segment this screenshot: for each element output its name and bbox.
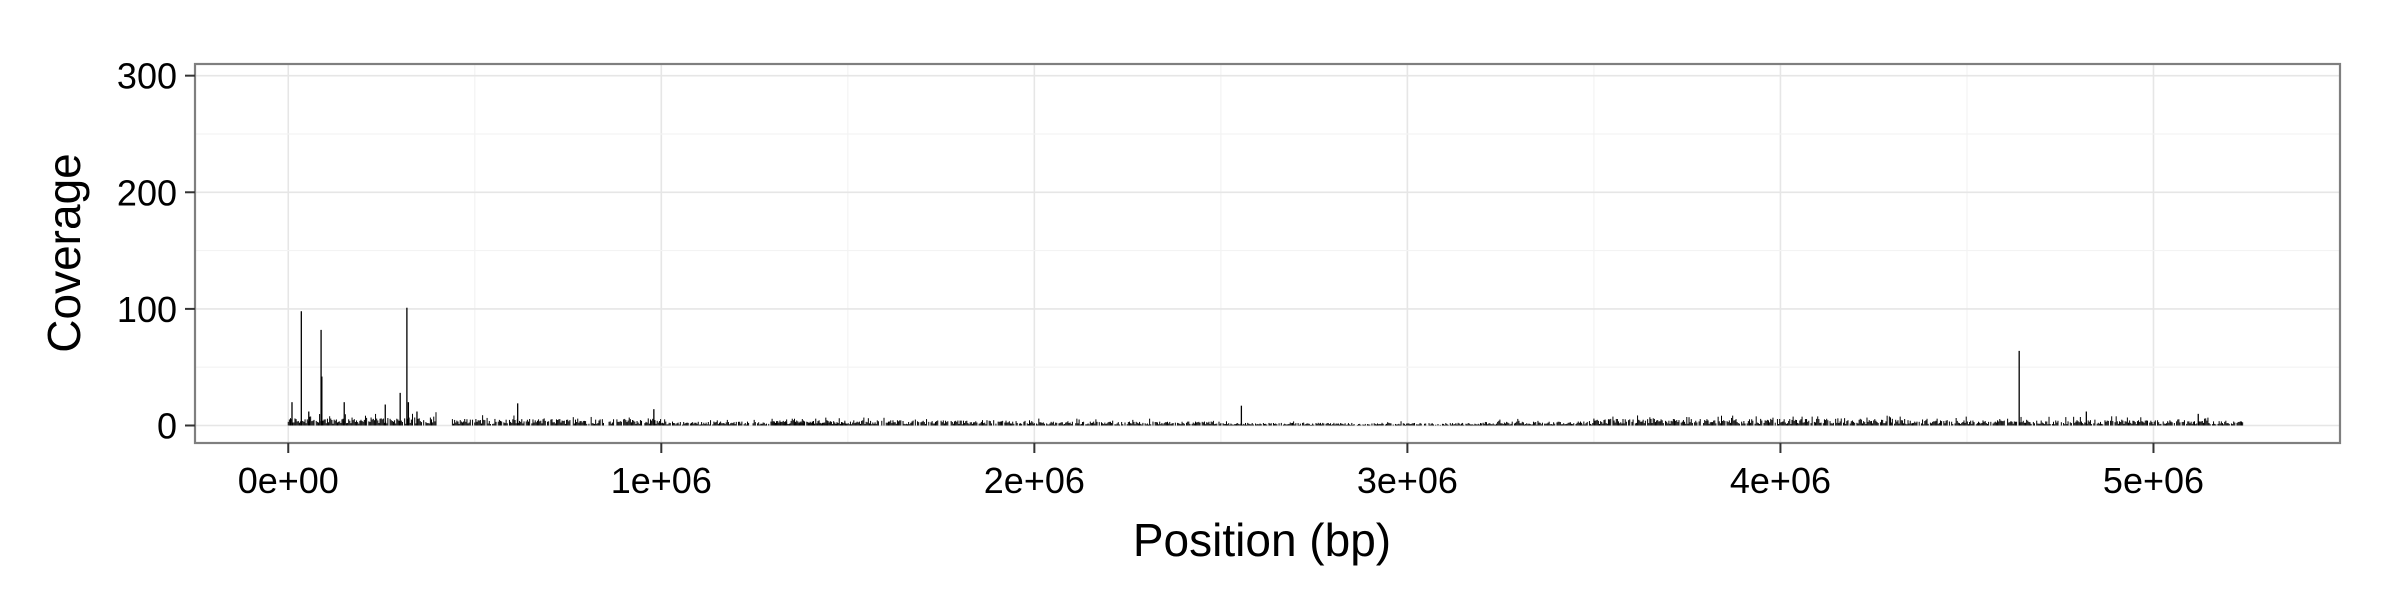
x-tick-label: 1e+06 [611, 460, 712, 501]
panel-background [195, 64, 2340, 443]
plot-panel [195, 64, 2340, 443]
plot-frame [193, 62, 2342, 445]
x-tick-label: 4e+06 [1730, 460, 1831, 501]
y-tick-label: 200 [117, 172, 177, 213]
x-tick-label: 2e+06 [984, 460, 1085, 501]
y-tick-label: 0 [157, 406, 177, 447]
x-tick-label: 0e+00 [238, 460, 339, 501]
y-axis-title: Coverage [38, 153, 90, 352]
panel-border [193, 62, 2342, 445]
y-tick-label: 100 [117, 289, 177, 330]
x-tick-label: 5e+06 [2103, 460, 2204, 501]
coverage-bars [287, 307, 2244, 426]
y-axis: 0 100 200 300 [117, 56, 195, 447]
y-tick-label: 300 [117, 56, 177, 97]
x-axis-title: Position (bp) [1133, 514, 1391, 566]
x-axis: 0e+00 1e+06 2e+06 3e+06 4e+06 5e+06 [238, 443, 2204, 501]
x-tick-label: 3e+06 [1357, 460, 1458, 501]
